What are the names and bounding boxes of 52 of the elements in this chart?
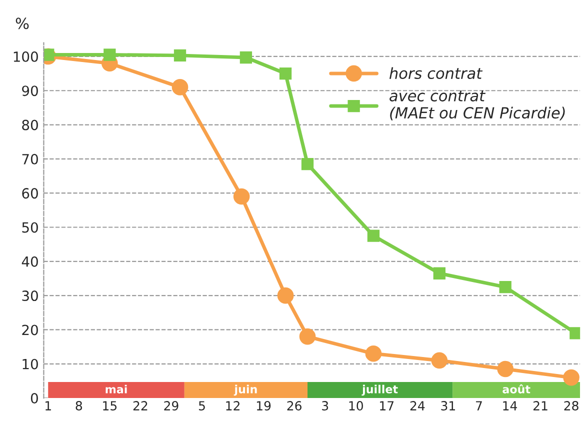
point: [367, 230, 380, 242]
point: [433, 267, 446, 280]
x-tick-label: 29: [164, 401, 178, 410]
point: [240, 51, 252, 64]
y-tick-label: 40: [22, 256, 38, 267]
legend-label: avec contrat (MAEt ou CEN Picardie): [390, 90, 565, 120]
x-tick-label: 28: [564, 401, 578, 410]
x-tick-label: 10: [349, 401, 363, 410]
band-label: août: [502, 384, 530, 394]
point: [277, 287, 294, 304]
x-tick-label: 8: [76, 401, 82, 410]
y-tick-label: 10: [22, 358, 38, 370]
y-tick-label: 30: [22, 290, 38, 302]
point: [104, 48, 116, 61]
point: [299, 328, 316, 345]
point: [563, 369, 580, 386]
y-axis-title: %: [16, 18, 29, 30]
point: [499, 280, 512, 294]
x-tick-label: 5: [198, 401, 205, 410]
x-tick-label: 15: [103, 401, 117, 410]
y-tick-label: 20: [22, 324, 38, 336]
x-tick-label: 22: [133, 401, 148, 410]
point: [279, 67, 292, 80]
band-label: juillet: [362, 384, 398, 396]
x-tick-label: 1: [46, 401, 51, 410]
x-tick-label: 21: [533, 401, 548, 410]
x-tick-label: 26: [287, 401, 302, 410]
point: [365, 345, 382, 362]
legend-label: hors contrat: [389, 67, 483, 80]
point: [174, 49, 186, 62]
band-label: mai: [106, 384, 127, 394]
x-tick-label: 12: [226, 401, 240, 410]
x-tick-label: 19: [256, 401, 271, 410]
band-label: juin: [234, 384, 257, 396]
x-tick-label: 7: [476, 401, 482, 410]
y-tick-label: 60: [22, 188, 38, 199]
y-tick-label: 80: [22, 120, 38, 130]
point: [233, 188, 250, 205]
y-tick-label: 100: [14, 51, 38, 62]
x-tick-label: 24: [410, 401, 425, 410]
point: [301, 158, 314, 170]
y-tick-label: 90: [22, 86, 38, 96]
y-tick-label: 50: [22, 222, 38, 233]
point: [497, 360, 514, 378]
point: [431, 352, 448, 369]
x-tick-label: 17: [380, 401, 394, 410]
x-tick-label: 31: [441, 401, 455, 410]
y-tick-label: 0: [30, 393, 38, 404]
x-tick-label: 3: [322, 401, 328, 410]
point: [172, 79, 188, 96]
y-tick-label: 70: [22, 154, 38, 164]
x-tick-label: 14: [503, 401, 517, 410]
